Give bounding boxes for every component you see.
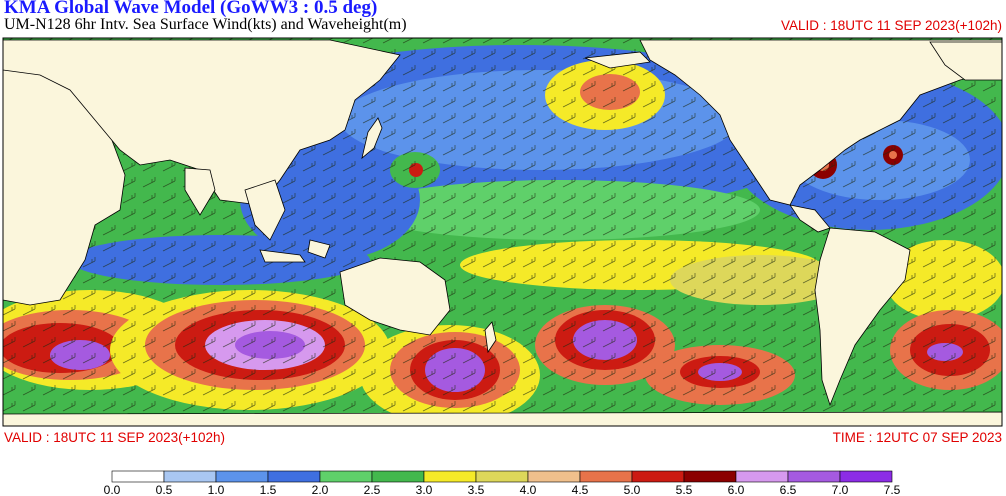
legend-swatch: [735, 470, 789, 483]
valid-time-bottom: VALID : 18UTC 11 SEP 2023(+102h): [4, 430, 226, 445]
legend-swatch: [475, 470, 529, 483]
legend-tick-label: 2.0: [312, 483, 329, 496]
legend-swatch: [787, 470, 841, 483]
legend-tick-label: 0.5: [156, 483, 173, 496]
legend-swatch: [267, 470, 321, 483]
init-time: TIME : 12UTC 07 SEP 2023: [832, 430, 1002, 445]
legend-swatch: [527, 470, 581, 483]
legend-tick-label: 7.0: [832, 483, 849, 496]
legend-tick-label: 1.0: [208, 483, 225, 496]
legend-tick-label: 4.5: [572, 483, 589, 496]
legend-swatch: [631, 470, 685, 483]
legend-tick-label: 2.5: [364, 483, 381, 496]
legend-swatch: [163, 470, 217, 483]
legend-swatch: [319, 470, 373, 483]
legend-swatch: [371, 470, 425, 483]
legend-swatch: [423, 470, 477, 483]
legend-tick-label: 3.5: [468, 483, 485, 496]
legend-tick-label: 5.0: [624, 483, 641, 496]
legend-tick-label: 4.0: [520, 483, 537, 496]
legend-swatch: [839, 470, 893, 483]
legend-swatch: [579, 470, 633, 483]
legend-tick-label: 7.5: [884, 483, 901, 496]
legend-tick-label: 5.5: [676, 483, 693, 496]
legend-tick-label: 6.5: [780, 483, 797, 496]
legend-swatch: [215, 470, 269, 483]
valid-time-top: VALID : 18UTC 11 SEP 2023(+102h): [780, 18, 1002, 33]
continents: [3, 39, 1002, 426]
map-subtitle: UM-N128 6hr Intv. Sea Surface Wind(kts) …: [4, 16, 407, 33]
map-title: KMA Global Wave Model (GoWW3 : 0.5 deg): [4, 0, 378, 18]
legend-tick-label: 1.5: [260, 483, 277, 496]
legend-tick-label: 6.0: [728, 483, 745, 496]
legend-swatch: [683, 470, 737, 483]
legend-tick-label: 0.0: [104, 483, 121, 496]
map-field: [3, 38, 1002, 426]
legend-swatch: [111, 470, 165, 483]
legend-tick-label: 3.0: [416, 483, 433, 496]
